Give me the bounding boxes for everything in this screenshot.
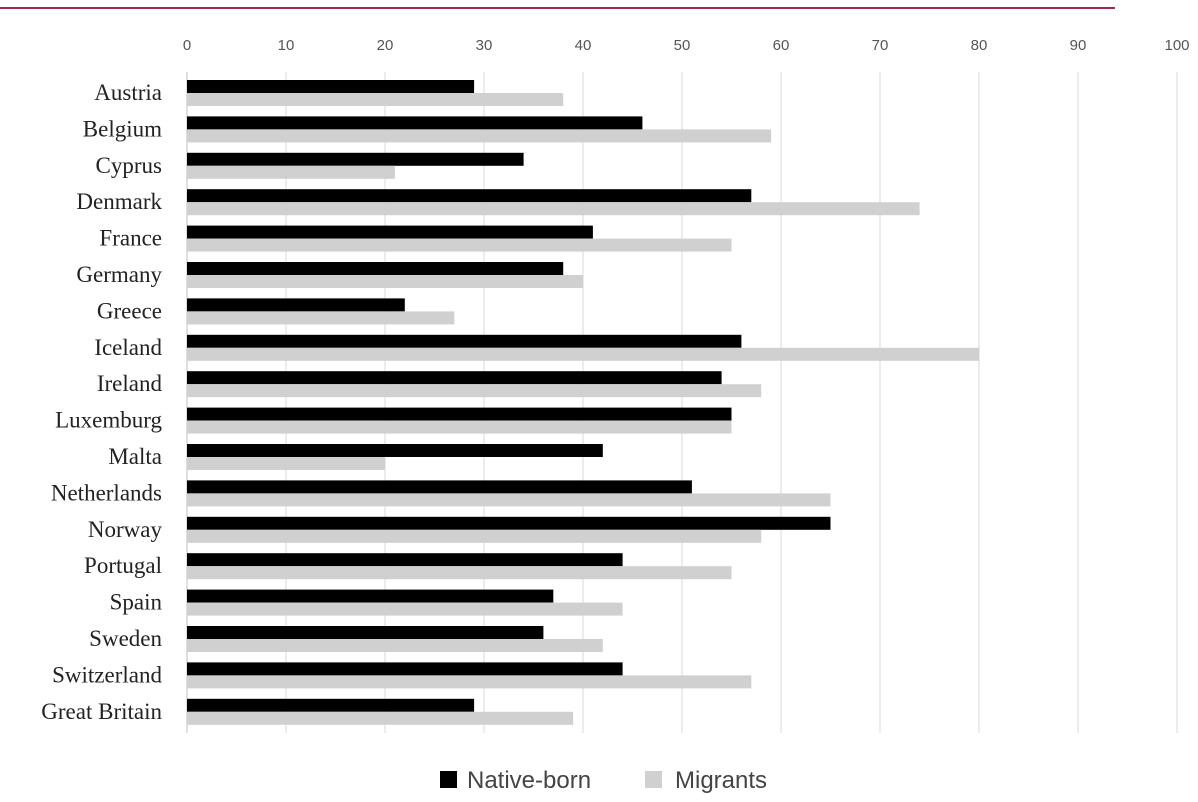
bar-migrants <box>187 93 564 106</box>
category-label: Belgium <box>83 116 162 141</box>
bar-native-born <box>187 152 524 166</box>
bar-native-born <box>187 334 742 348</box>
gridlines <box>186 72 1178 733</box>
bar-migrants <box>187 675 752 689</box>
bar-migrants <box>187 566 732 580</box>
category-label: Cyprus <box>96 153 163 178</box>
category-label: Portugal <box>84 553 162 578</box>
bar-migrants <box>187 238 732 252</box>
bar-native-born <box>187 589 554 603</box>
bar-migrants <box>187 639 603 652</box>
bar-migrants <box>187 711 574 725</box>
bar-native-born <box>187 698 475 712</box>
category-label: Great Britain <box>41 699 162 724</box>
bar-native-born <box>187 626 544 639</box>
x-tick-label: 60 <box>773 37 790 54</box>
category-label: Ireland <box>97 371 163 396</box>
category-label: Malta <box>108 444 162 469</box>
legend-label: Migrants <box>675 767 767 794</box>
bar-native-born <box>187 116 643 130</box>
bar-native-born <box>187 80 475 93</box>
bar-native-born <box>187 225 593 239</box>
legend: Native-born Migrants <box>440 767 767 794</box>
category-label: Luxemburg <box>55 408 162 433</box>
bar-migrants <box>187 347 979 361</box>
category-label: France <box>99 226 162 251</box>
bar-native-born <box>187 662 623 676</box>
bar-migrants <box>187 529 762 543</box>
x-tick-label: 20 <box>377 37 394 54</box>
bar-native-born <box>187 371 722 385</box>
x-tick-label: 100 <box>1164 37 1189 54</box>
x-tick-label: 80 <box>971 37 988 54</box>
x-tick-label: 40 <box>575 37 592 54</box>
bar-migrants <box>187 275 583 288</box>
legend-label: Native-born <box>467 767 591 794</box>
bar-migrants <box>187 602 623 616</box>
bar-native-born <box>187 516 831 530</box>
bars <box>187 80 979 725</box>
category-labels: Austria Belgium Cyprus Denmark France Germany… <box>41 80 162 724</box>
bar-migrants <box>187 420 732 434</box>
x-tick-label: 30 <box>476 37 493 54</box>
bar-native-born <box>187 189 752 203</box>
bar-native-born <box>187 262 564 275</box>
x-tick-label: 70 <box>872 37 889 54</box>
x-tick-label: 0 <box>183 37 191 54</box>
bar-migrants <box>187 165 395 179</box>
legend-swatch <box>645 771 662 788</box>
bar-migrants <box>187 202 920 216</box>
category-label: Switzerland <box>52 662 162 687</box>
x-tick-label: 10 <box>278 37 295 54</box>
legend-swatch <box>440 771 457 788</box>
category-label: Austria <box>94 80 162 105</box>
bar-native-born <box>187 553 623 567</box>
bar-native-born <box>187 407 732 421</box>
bar-native-born <box>187 298 405 312</box>
bar-migrants <box>187 384 762 398</box>
bar-migrants <box>187 311 455 325</box>
category-label: Iceland <box>94 335 162 360</box>
bar-migrants <box>187 493 831 507</box>
bar-native-born <box>187 444 603 457</box>
bar-migrants <box>187 457 385 470</box>
category-label: Netherlands <box>51 480 162 505</box>
bar-migrants <box>187 129 772 143</box>
x-tick-label: 50 <box>674 37 691 54</box>
category-label: Greece <box>97 298 162 323</box>
x-tick-label: 90 <box>1070 37 1087 54</box>
category-label: Sweden <box>89 626 162 651</box>
bar-native-born <box>187 480 692 494</box>
category-label: Denmark <box>76 189 162 214</box>
x-axis-ticks: 0 10 20 30 40 50 60 70 80 90 100 <box>183 37 1190 54</box>
category-label: Germany <box>76 262 162 287</box>
category-label: Norway <box>88 517 163 542</box>
category-label: Spain <box>110 590 163 615</box>
